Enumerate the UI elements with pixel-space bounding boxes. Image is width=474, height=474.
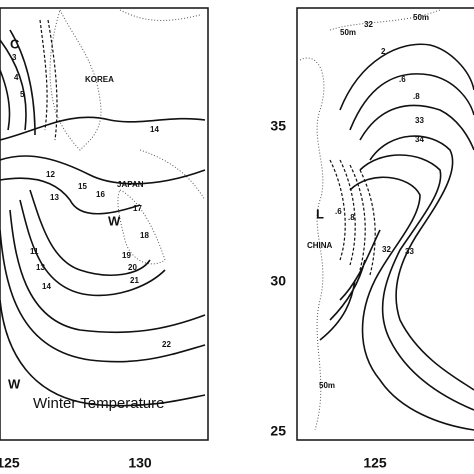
- contour-label: 5: [20, 90, 25, 99]
- right-frame: [296, 7, 474, 441]
- contour-label: 14: [42, 282, 51, 291]
- x-axis-label: 130: [128, 455, 152, 471]
- contour-label: 21: [130, 276, 139, 285]
- contour-label: 33: [415, 116, 424, 125]
- map-label: CHINA: [307, 241, 333, 250]
- contour-label: 34: [415, 135, 424, 144]
- map-label: L: [316, 206, 324, 221]
- contour-label: 22: [162, 340, 171, 349]
- contour-label: 15: [78, 182, 87, 191]
- contour-label: W: [8, 376, 21, 391]
- caption: Winter Temperature: [33, 395, 164, 412]
- contour-label: 3: [12, 53, 17, 62]
- map-label: KOREA: [85, 75, 114, 84]
- contour-label: 16: [96, 190, 105, 199]
- contour-label: .6: [335, 207, 342, 216]
- contour-label: 13: [36, 263, 45, 272]
- contour-label: 32: [364, 20, 373, 29]
- left-frame: [0, 7, 209, 441]
- y-axis-label: 35: [270, 118, 286, 134]
- contour-label: 2: [381, 47, 386, 56]
- contour-label: 18: [140, 231, 149, 240]
- left-coastlines: [49, 9, 206, 265]
- contour-label: 50m: [340, 28, 356, 37]
- contour-label: 4: [14, 73, 19, 82]
- x-axis-label: 125: [363, 455, 387, 471]
- contour-label: 50m: [319, 381, 335, 390]
- contour-label: .8: [348, 213, 355, 222]
- contour-label: 33: [405, 247, 414, 256]
- contour-label: 17: [133, 204, 142, 213]
- map-label: JAPAN: [117, 180, 144, 189]
- contour-label: .8: [413, 92, 420, 101]
- left-contours: [0, 19, 206, 407]
- contour-label: 50m: [413, 13, 429, 22]
- y-axis-label: 25: [270, 423, 286, 439]
- y-axis-label: 30: [270, 273, 286, 289]
- right-coastlines: [299, 9, 441, 431]
- contour-label: 32: [382, 245, 391, 254]
- right-contours: [319, 43, 474, 431]
- contour-label: .6: [399, 75, 406, 84]
- contour-label: C: [10, 36, 20, 51]
- x-axis-label: 125: [0, 455, 20, 471]
- contour-label: 20: [128, 263, 137, 272]
- contour-label: 19: [122, 251, 131, 260]
- contour-label: W: [108, 213, 121, 228]
- contour-label: 13: [50, 193, 59, 202]
- contour-label: 14: [150, 125, 159, 134]
- contour-label: 11: [30, 247, 39, 256]
- contour-label: 12: [46, 170, 55, 179]
